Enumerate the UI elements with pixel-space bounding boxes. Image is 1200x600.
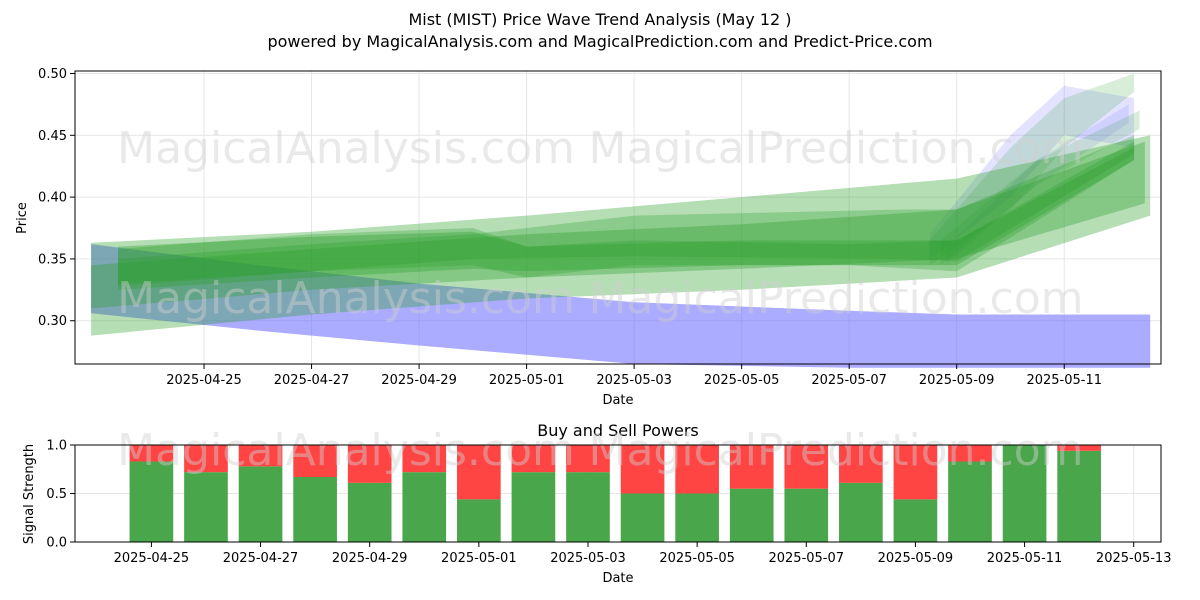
buy-bar: [129, 461, 174, 542]
price-y-tick-label: 0.35: [38, 252, 67, 267]
sell-bar: [729, 445, 774, 489]
signal-title: Buy and Sell Powers: [537, 421, 699, 440]
buy-bar: [402, 472, 447, 542]
signal-x-tick-label: 2025-05-13: [1096, 551, 1172, 566]
sell-bar: [293, 445, 337, 478]
buy-bar: [784, 488, 829, 542]
sell-bar: [238, 445, 283, 467]
signal-y-ticks: 0.0 0.5 1.0: [46, 439, 75, 551]
signal-x-label: Date: [602, 571, 633, 586]
signal-x-tick-label: 2025-05-09: [878, 551, 954, 566]
sell-bar: [948, 445, 992, 462]
signal-y-label: Signal Strength: [22, 444, 37, 544]
signal-y-tick-label: 0.5: [46, 487, 67, 502]
signal-x-tick-label: 2025-05-03: [550, 551, 626, 566]
watermark-prediction-top: MagicalPrediction.com: [589, 123, 1084, 174]
signal-x-tick-label: 2025-04-25: [114, 551, 190, 566]
buy-bar: [184, 472, 228, 542]
chart-subtitle: powered by MagicalAnalysis.com and Magic…: [267, 32, 932, 51]
signal-panel: Buy and Sell Powers MagicalAnalysis.com …: [22, 421, 1171, 586]
price-x-tick-label: 2025-05-01: [489, 373, 565, 388]
buy-bar: [893, 499, 938, 542]
price-x-tick-label: 2025-05-03: [596, 373, 672, 388]
signal-x-tick-label: 2025-05-05: [659, 551, 735, 566]
buy-bar: [620, 493, 665, 542]
price-x-ticks: 2025-04-25 2025-04-27 2025-04-29 2025-05-01…: [166, 364, 1102, 388]
price-x-tick-label: 2025-05-11: [1026, 373, 1102, 388]
price-y-tick-label: 0.30: [38, 314, 67, 329]
price-y-tick-label: 0.40: [38, 191, 67, 206]
sell-bar: [1057, 445, 1101, 451]
price-panel: MagicalAnalysis.com MagicalPrediction.co…: [15, 67, 1162, 408]
blue-price-band: [91, 244, 1151, 368]
buy-bar: [457, 499, 501, 542]
blue-price-band: [946, 104, 1129, 266]
buy-bar: [675, 493, 719, 542]
green-price-band: [929, 73, 1135, 266]
green-price-band: [91, 141, 1145, 309]
price-y-label: Price: [15, 202, 30, 234]
buy-bar: [1057, 450, 1101, 542]
buy-bar: [347, 482, 392, 542]
price-x-tick-label: 2025-05-09: [919, 373, 995, 388]
buy-bar: [511, 472, 556, 542]
signal-x-tick-label: 2025-04-29: [332, 551, 408, 566]
price-plot-frame: [74, 70, 1162, 365]
signal-y-tick-label: 1.0: [46, 439, 67, 454]
price-y-tick-label: 0.45: [38, 129, 67, 144]
sell-bar: [893, 445, 938, 500]
buy-bar: [1002, 445, 1047, 542]
signal-x-tick-label: 2025-05-07: [768, 551, 844, 566]
sell-bar: [129, 445, 174, 462]
price-bands: [91, 73, 1151, 368]
price-y-ticks: 0.30 0.35 0.40 0.45 0.50: [38, 67, 75, 329]
watermark-prediction-mid: MagicalPrediction.com: [589, 273, 1084, 324]
price-x-tick-label: 2025-04-29: [381, 373, 457, 388]
signal-x-tick-label: 2025-05-01: [441, 551, 517, 566]
price-y-tick-label: 0.50: [38, 67, 67, 82]
sell-bar: [784, 445, 829, 489]
sell-bar: [457, 445, 501, 500]
signal-x-ticks: 2025-04-25 2025-04-27 2025-04-29 2025-05-01…: [114, 542, 1172, 566]
signal-y-tick-label: 0.0: [46, 536, 67, 551]
watermark-prediction-bottom: MagicalPrediction.com: [589, 425, 1084, 476]
price-x-tick-label: 2025-04-27: [274, 373, 350, 388]
blue-price-band: [929, 85, 1135, 259]
price-x-tick-label: 2025-05-07: [811, 373, 887, 388]
watermark-analysis-top: MagicalAnalysis.com: [117, 123, 575, 174]
sell-bar: [402, 445, 447, 473]
signal-x-tick-label: 2025-04-27: [223, 551, 299, 566]
buy-bar: [293, 477, 337, 542]
sell-bar: [839, 445, 883, 483]
green-price-band: [91, 135, 1151, 336]
chart-title: Mist (MIST) Price Wave Trend Analysis (M…: [408, 10, 791, 29]
buy-bar: [566, 472, 610, 542]
watermark-analysis-bottom: MagicalAnalysis.com: [117, 425, 575, 476]
sell-bar: [347, 445, 392, 483]
price-x-tick-label: 2025-04-25: [166, 373, 242, 388]
price-x-label: Date: [602, 393, 633, 408]
buy-bar: [948, 461, 992, 542]
watermark-analysis-mid: MagicalAnalysis.com: [117, 273, 575, 324]
buy-bar: [729, 488, 774, 542]
sell-bar: [620, 445, 665, 494]
sell-bar: [184, 445, 228, 473]
price-x-tick-label: 2025-05-05: [704, 373, 780, 388]
green-price-band: [118, 135, 1135, 284]
sell-bar: [675, 445, 719, 494]
signal-bars: [129, 445, 1101, 542]
green-price-band: [940, 110, 1140, 266]
green-price-band: [118, 141, 1135, 287]
sell-bar: [511, 445, 556, 473]
buy-bar: [839, 482, 883, 542]
signal-x-tick-label: 2025-05-11: [987, 551, 1063, 566]
buy-bar: [238, 466, 283, 542]
sell-bar: [566, 445, 610, 473]
green-price-band: [118, 147, 1135, 290]
